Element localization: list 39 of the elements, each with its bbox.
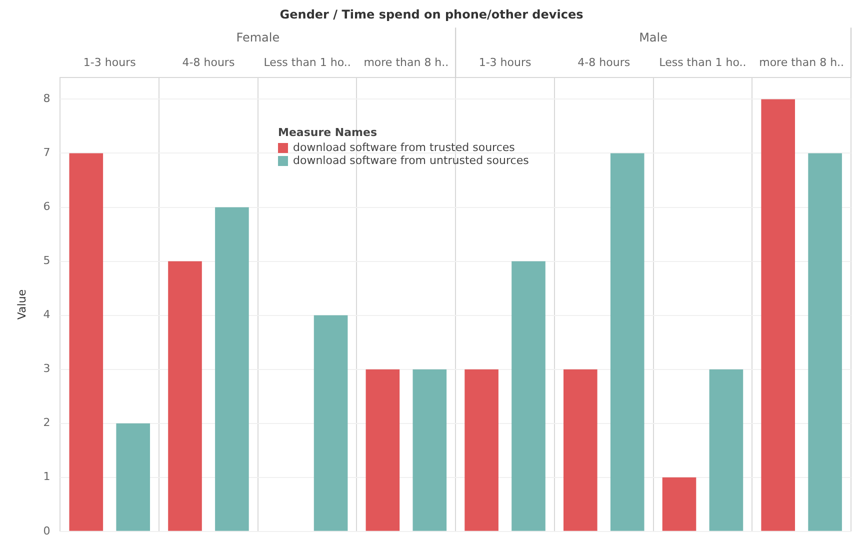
y-tick-label: 6 xyxy=(43,200,50,214)
bar xyxy=(168,261,202,531)
legend-label: download software from untrusted sources xyxy=(293,154,529,167)
bar xyxy=(69,153,104,531)
x-tick-label: more than 8 h.. xyxy=(364,56,449,69)
bar xyxy=(412,369,447,531)
x-tick-label: 1-3 hours xyxy=(83,56,136,69)
y-tick-label: 7 xyxy=(43,146,50,160)
bar xyxy=(761,99,795,531)
y-tick-label: 0 xyxy=(43,524,50,538)
bar xyxy=(366,369,400,531)
x-tick-label: 4-8 hours xyxy=(182,56,235,69)
bar xyxy=(215,207,249,531)
text: Female xyxy=(236,30,280,45)
legend-label: download software from trusted sources xyxy=(293,141,515,154)
text: Male xyxy=(639,30,668,45)
bar xyxy=(116,423,150,531)
x-tick-label: more than 8 h.. xyxy=(759,56,844,69)
y-tick-label: 4 xyxy=(43,308,50,322)
bar xyxy=(314,315,348,531)
y-tick-label: 3 xyxy=(43,362,50,376)
x-tick-label: Less than 1 ho.. xyxy=(659,56,746,69)
chart-title: Gender / Time spend on phone/other devices xyxy=(280,7,584,22)
y-tick-label: 2 xyxy=(43,416,50,430)
y-tick-label: 5 xyxy=(43,254,50,268)
bar xyxy=(662,477,696,531)
y-tick-label: 1 xyxy=(43,470,50,484)
bar xyxy=(512,261,546,531)
bar xyxy=(808,153,842,531)
bar xyxy=(610,153,644,531)
x-tick-label: 1-3 hours xyxy=(478,56,532,69)
x-tick-label: 4-8 hours xyxy=(578,56,630,69)
bar xyxy=(563,369,598,531)
bar xyxy=(464,369,498,531)
x-tick-label: Less than 1 ho.. xyxy=(264,56,351,69)
bar xyxy=(709,369,744,531)
y-tick-label: 8 xyxy=(43,92,50,106)
y-axis-title: Value xyxy=(15,289,28,320)
legend-title: Measure Names xyxy=(278,126,378,139)
